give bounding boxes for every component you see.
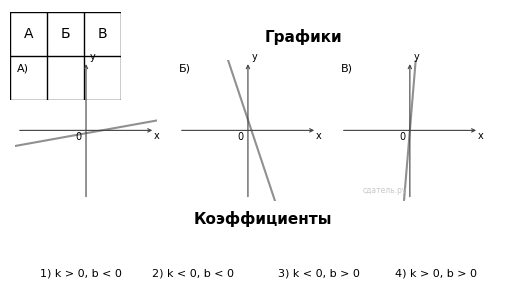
Text: В): В) xyxy=(340,63,352,73)
Text: А): А) xyxy=(17,63,29,73)
Text: В: В xyxy=(98,27,108,41)
Text: сдатель.ру: сдатель.ру xyxy=(362,186,406,195)
Text: 4) k > 0, b > 0: 4) k > 0, b > 0 xyxy=(394,268,476,278)
Text: 0: 0 xyxy=(237,132,243,142)
Text: Б): Б) xyxy=(179,63,190,73)
Text: x: x xyxy=(477,131,483,141)
Text: 3) k < 0, b > 0: 3) k < 0, b > 0 xyxy=(278,268,360,278)
Text: А: А xyxy=(24,27,33,41)
Text: x: x xyxy=(315,131,321,141)
Text: 0: 0 xyxy=(398,132,405,142)
Text: y: y xyxy=(413,52,418,62)
Text: y: y xyxy=(89,52,95,62)
Text: 2) k < 0, b < 0: 2) k < 0, b < 0 xyxy=(152,268,233,278)
Text: 0: 0 xyxy=(75,132,81,142)
Text: x: x xyxy=(154,131,160,141)
Text: Б: Б xyxy=(61,27,71,41)
Text: y: y xyxy=(251,52,257,62)
Text: 1) k > 0, b < 0: 1) k > 0, b < 0 xyxy=(40,268,122,278)
Text: Коэффициенты: Коэффициенты xyxy=(193,211,332,227)
Text: Графики: Графики xyxy=(264,29,342,45)
